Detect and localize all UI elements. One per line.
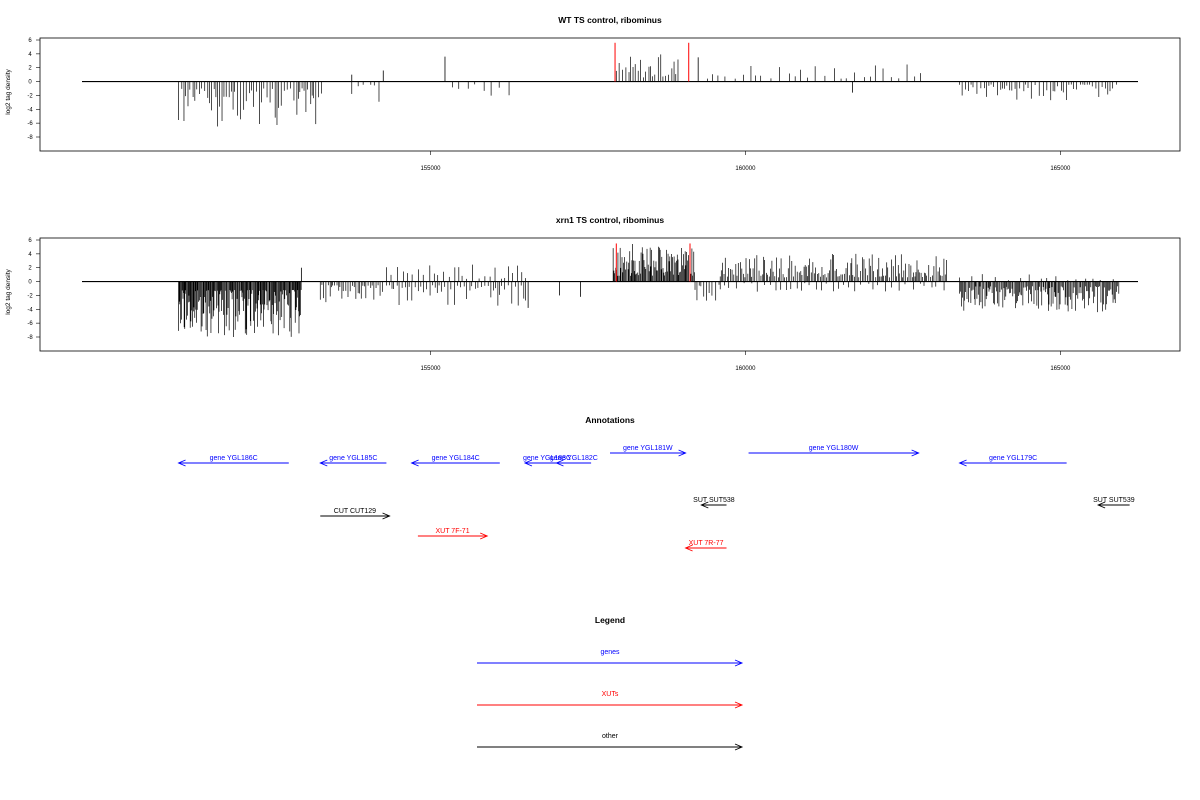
- annotation-label: XUT 7R-77: [689, 540, 724, 547]
- x-axis: 155000 160000 165000: [420, 151, 1071, 172]
- arrow-head-icon: [523, 459, 533, 467]
- arrow-head-icon: [555, 459, 564, 467]
- y-tick-label: -6: [27, 121, 33, 127]
- annotation-label: XUT 7F-71: [435, 528, 469, 535]
- y-tick-label: -4: [27, 307, 33, 313]
- y-tick-label: 0: [28, 280, 32, 286]
- x-tick-label: 165000: [1050, 366, 1071, 372]
- annotation-item: SUT SUT539: [1093, 497, 1135, 509]
- y-tick-label: -8: [27, 135, 33, 141]
- annotation-label: gene YGL182C: [550, 455, 598, 462]
- chart-panel-wt: WT TS control, ribominus log2 tag densit…: [5, 15, 1181, 172]
- arrow-head-icon: [734, 701, 744, 709]
- annotations-panel: Annotations gene YGL186C gene YGL185C gene…: [177, 415, 1135, 552]
- annotation-label: gene YGL180W: [809, 445, 859, 452]
- y-axis-label: log2 tag density: [5, 268, 12, 314]
- arrow-head-icon: [1096, 501, 1106, 509]
- y-tick-label: -2: [27, 93, 33, 99]
- chart-title: WT TS control, ribominus: [558, 15, 662, 25]
- legend-entry: XUTs: [477, 691, 744, 709]
- arrow-head-icon: [177, 459, 186, 467]
- y-axis: 6 4 2 0 -2 -4 -6 -8: [27, 238, 40, 341]
- legend-entries: genes XUTs other: [477, 649, 744, 751]
- annotation-item: gene YGL179C: [958, 455, 1067, 467]
- legend-label: XUTs: [602, 691, 619, 698]
- arrow-head-icon: [734, 659, 744, 667]
- arrow-head-icon: [382, 512, 391, 520]
- annotations-title: Annotations: [585, 415, 635, 425]
- arrow-head-icon: [734, 743, 744, 751]
- annotation-item: gene YGL181W: [610, 445, 687, 457]
- annotation-item: XUT 7R-77: [684, 540, 727, 552]
- arrow-head-icon: [684, 544, 693, 552]
- x-tick-label: 160000: [735, 366, 756, 372]
- annotation-item: gene YGL182C: [550, 455, 598, 467]
- annotation-label: SUT SUT538: [693, 497, 735, 504]
- annotation-item: SUT SUT538: [693, 497, 735, 509]
- y-tick-label: 2: [28, 266, 32, 272]
- y-tick-label: 4: [28, 52, 32, 58]
- chart-title: xrn1 TS control, ribominus: [556, 215, 664, 225]
- y-tick-label: 2: [28, 66, 32, 72]
- x-tick-label: 165000: [1050, 166, 1071, 172]
- legend-panel: Legend genes XUTs other: [477, 615, 744, 751]
- arrow-head-icon: [410, 459, 419, 467]
- signal-bars: [82, 243, 1138, 337]
- legend-label: other: [602, 733, 619, 740]
- x-axis: 155000 160000 165000: [420, 351, 1071, 372]
- y-tick-label: -4: [27, 107, 33, 113]
- annotation-label: gene YGL185C: [329, 455, 377, 462]
- plot-frame: [39, 237, 1181, 352]
- x-tick-label: 155000: [420, 166, 441, 172]
- annotation-label: gene YGL181W: [623, 445, 673, 452]
- legend-entry: genes: [477, 649, 744, 667]
- arrow-head-icon: [958, 459, 967, 467]
- annotation-label: CUT CUT129: [334, 508, 376, 515]
- legend-entry: other: [477, 733, 744, 751]
- annotation-label: SUT SUT539: [1093, 497, 1135, 504]
- annotation-item: XUT 7F-71: [417, 528, 489, 540]
- chart-panel-xrn1: xrn1 TS control, ribominus log2 tag dens…: [5, 215, 1181, 372]
- annotation-label: gene YGL183C: [523, 455, 571, 462]
- y-tick-label: 0: [28, 80, 32, 86]
- y-tick-label: -8: [27, 335, 33, 341]
- y-axis: 6 4 2 0 -2 -4 -6 -8: [27, 38, 40, 141]
- x-tick-label: 160000: [735, 166, 756, 172]
- y-tick-label: -2: [27, 293, 33, 299]
- annotation-label: gene YGL179C: [989, 455, 1037, 462]
- y-tick-label: 6: [28, 38, 32, 44]
- plot-frame: [39, 37, 1181, 152]
- arrow-head-icon: [911, 449, 920, 457]
- annotation-item: gene YGL186C: [177, 455, 289, 467]
- annotation-item: gene YGL185C: [319, 455, 387, 467]
- x-tick-label: 155000: [420, 366, 441, 372]
- legend-label: genes: [600, 649, 620, 656]
- y-tick-label: 6: [28, 238, 32, 244]
- signal-bars: [82, 42, 1138, 127]
- legend-title: Legend: [595, 615, 625, 625]
- y-tick-label: 4: [28, 252, 32, 258]
- arrow-head-icon: [480, 532, 489, 540]
- annotation-item: CUT CUT129: [320, 508, 391, 520]
- annotation-item: gene YGL184C: [410, 455, 500, 467]
- y-tick-label: -6: [27, 321, 33, 327]
- y-axis-label: log2 tag density: [5, 68, 12, 114]
- arrow-head-icon: [319, 459, 328, 467]
- arrow-head-icon: [678, 449, 687, 457]
- annotation-label: gene YGL184C: [432, 455, 480, 462]
- annotation-label: gene YGL186C: [210, 455, 258, 462]
- arrow-head-icon: [700, 501, 709, 509]
- annotation-tracks: gene YGL186C gene YGL185C gene YGL184C gene…: [177, 445, 1135, 552]
- annotation-item: gene YGL180W: [748, 445, 920, 457]
